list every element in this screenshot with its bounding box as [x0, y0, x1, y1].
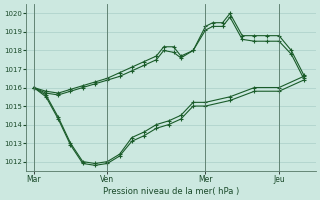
X-axis label: Pression niveau de la mer( hPa ): Pression niveau de la mer( hPa ) [103, 187, 239, 196]
